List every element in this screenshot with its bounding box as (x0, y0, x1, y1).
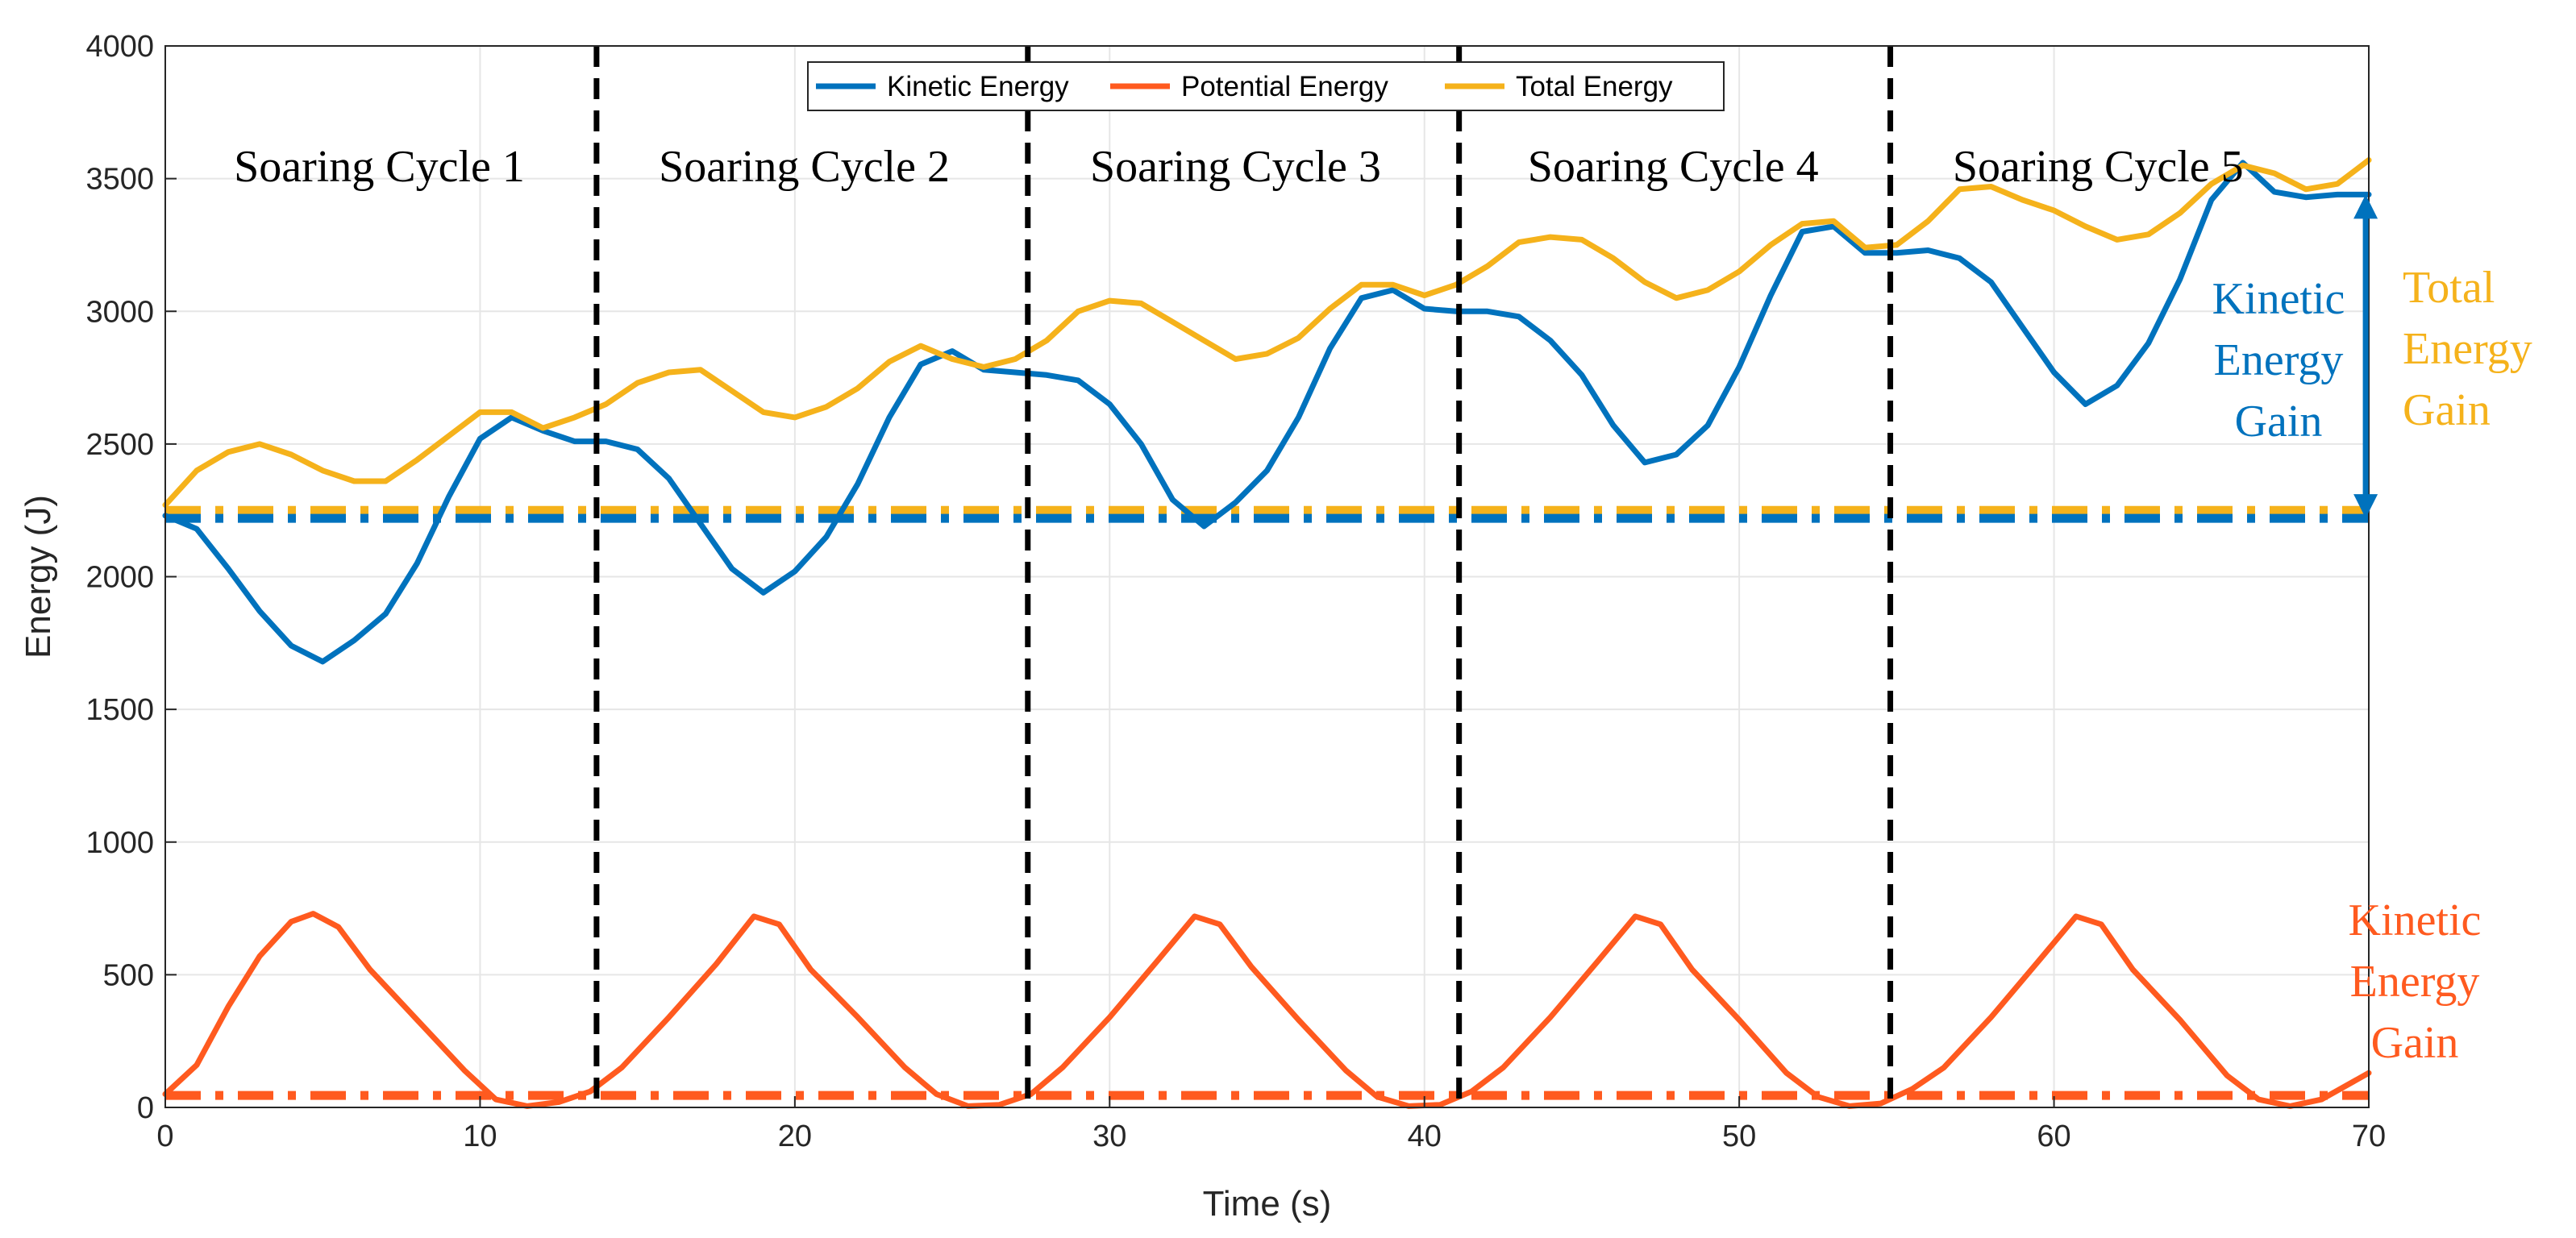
y-tick-label: 500 (103, 958, 154, 992)
series-line-total-energy (162, 157, 2372, 509)
x-tick-label: 50 (1722, 1120, 1756, 1153)
x-axis-label: Time (s) (1203, 1184, 1332, 1223)
y-tick-label: 3000 (85, 295, 154, 329)
x-tick-label: 10 (463, 1120, 497, 1153)
x-tick-label: 30 (1092, 1120, 1126, 1153)
legend-box (807, 61, 1725, 111)
potential-gain-annotation: Kinetic (2349, 895, 2482, 945)
gain-arrow-head-down (2353, 494, 2378, 519)
kinetic-gain-annotation: Kinetic (2212, 274, 2345, 324)
y-tick-label: 4000 (85, 30, 154, 64)
x-tick-label: 20 (778, 1120, 812, 1153)
series-line-potential-energy (162, 911, 2372, 1109)
legend-label: Kinetic Energy (887, 71, 1069, 102)
cycle-label: Soaring Cycle 1 (234, 142, 525, 192)
cycle-label: Soaring Cycle 4 (1528, 142, 1819, 192)
gain-annotations: Kinetic Energy Gain Total Energy Gain Kinetic E… (2212, 194, 2532, 1068)
y-tick-label: 2500 (85, 428, 154, 462)
cycle-label: Soaring Cycle 5 (1953, 142, 2244, 192)
legend-label: Total Energy (1516, 71, 1673, 102)
y-tick-label: 0 (137, 1091, 154, 1125)
total-gain-annotation: Gain (2403, 385, 2491, 435)
x-tick-label: 40 (1408, 1120, 1442, 1153)
legend[interactable]: Kinetic Energy Potential Energy Total Ener… (807, 61, 1725, 111)
y-tick-label: 3500 (85, 163, 154, 197)
axis-ticks: 0 10 20 30 40 50 60 70 0 500 1000 1500 2000 2500 3000 3… (85, 30, 2386, 1153)
y-tick-label: 1500 (85, 693, 154, 727)
total-gain-annotation: Total (2403, 263, 2495, 313)
cycle-labels: Soaring Cycle 1 Soaring Cycle 2 Soaring Cy… (234, 142, 2244, 192)
kinetic-gain-annotation: Energy (2214, 335, 2344, 385)
cycle-label: Soaring Cycle 3 (1090, 142, 1381, 192)
cycle-label: Soaring Cycle 2 (659, 142, 950, 192)
y-axis-label: Energy (J) (19, 495, 58, 658)
potential-gain-annotation: Energy (2350, 957, 2480, 1007)
cycle-dividers (593, 46, 1894, 1107)
series-line-kinetic-energy (162, 160, 2372, 665)
x-tick-label: 70 (2352, 1120, 2386, 1153)
y-tick-label: 2000 (85, 561, 154, 595)
x-tick-label: 0 (156, 1120, 173, 1153)
x-tick-label: 60 (2037, 1120, 2070, 1153)
legend-label: Potential Energy (1181, 71, 1388, 102)
potential-gain-annotation: Gain (2371, 1018, 2459, 1068)
y-tick-label: 1000 (85, 826, 154, 860)
total-gain-annotation: Energy (2403, 324, 2532, 374)
gain-arrow-head-up (2353, 194, 2378, 219)
reference-lines (165, 505, 2369, 1100)
series-lines (162, 157, 2372, 1109)
kinetic-gain-annotation: Gain (2235, 397, 2323, 447)
